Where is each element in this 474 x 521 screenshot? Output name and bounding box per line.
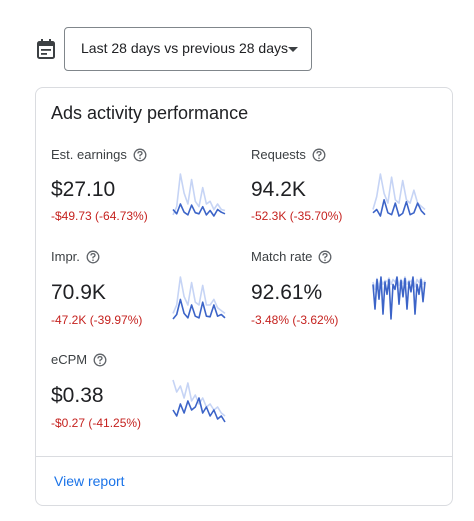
sparkline-previous [172,276,226,315]
metric-value: $0.38 [51,384,104,407]
metric-label: Requests [251,147,306,162]
sparkline-previous [372,173,426,211]
sparkline [372,276,426,320]
date-range-dropdown[interactable]: Last 28 days vs previous 28 days [64,27,312,71]
view-report-link[interactable]: View report [54,473,125,489]
sparkline-current [172,298,226,320]
metric-change: -$0.27 (-41.25%) [51,416,142,430]
metric-change: -47.2K (-39.97%) [51,313,143,327]
sparkline-previous [172,173,226,216]
sparkline [172,173,226,217]
help-icon[interactable] [86,250,100,264]
date-range-label: Last 28 days vs previous 28 days [81,40,289,56]
dropdown-arrow [288,47,298,52]
help-icon[interactable] [318,250,332,264]
metric-label: Impr. [51,249,80,264]
card-title: Ads activity performance [51,103,249,123]
help-icon[interactable] [93,353,107,367]
sparkline [172,276,226,320]
sparkline-current [372,198,426,217]
sparkline-current [172,397,226,423]
metric-label: eCPM [51,352,88,367]
metric-value: 70.9K [51,281,106,304]
divider [35,456,453,457]
metric-value: 94.2K [251,178,306,201]
metric-change: -$49.73 (-64.73%) [51,209,148,223]
help-icon[interactable] [312,148,326,162]
sparkline-current [372,276,426,320]
help-icon[interactable] [133,148,147,162]
sparkline-current [172,203,226,217]
metric-value: 92.61% [251,281,323,304]
metric-label: Match rate [251,249,313,264]
metric-value: $27.10 [51,178,116,201]
metric-change: -3.48% (-3.62%) [251,313,339,327]
card [35,87,453,506]
calendar-icon[interactable] [36,38,56,60]
sparkline [172,379,226,423]
metric-change: -52.3K (-35.70%) [251,209,343,223]
metric-label: Est. earnings [51,147,127,162]
sparkline-previous [172,379,226,417]
sparkline [372,173,426,217]
